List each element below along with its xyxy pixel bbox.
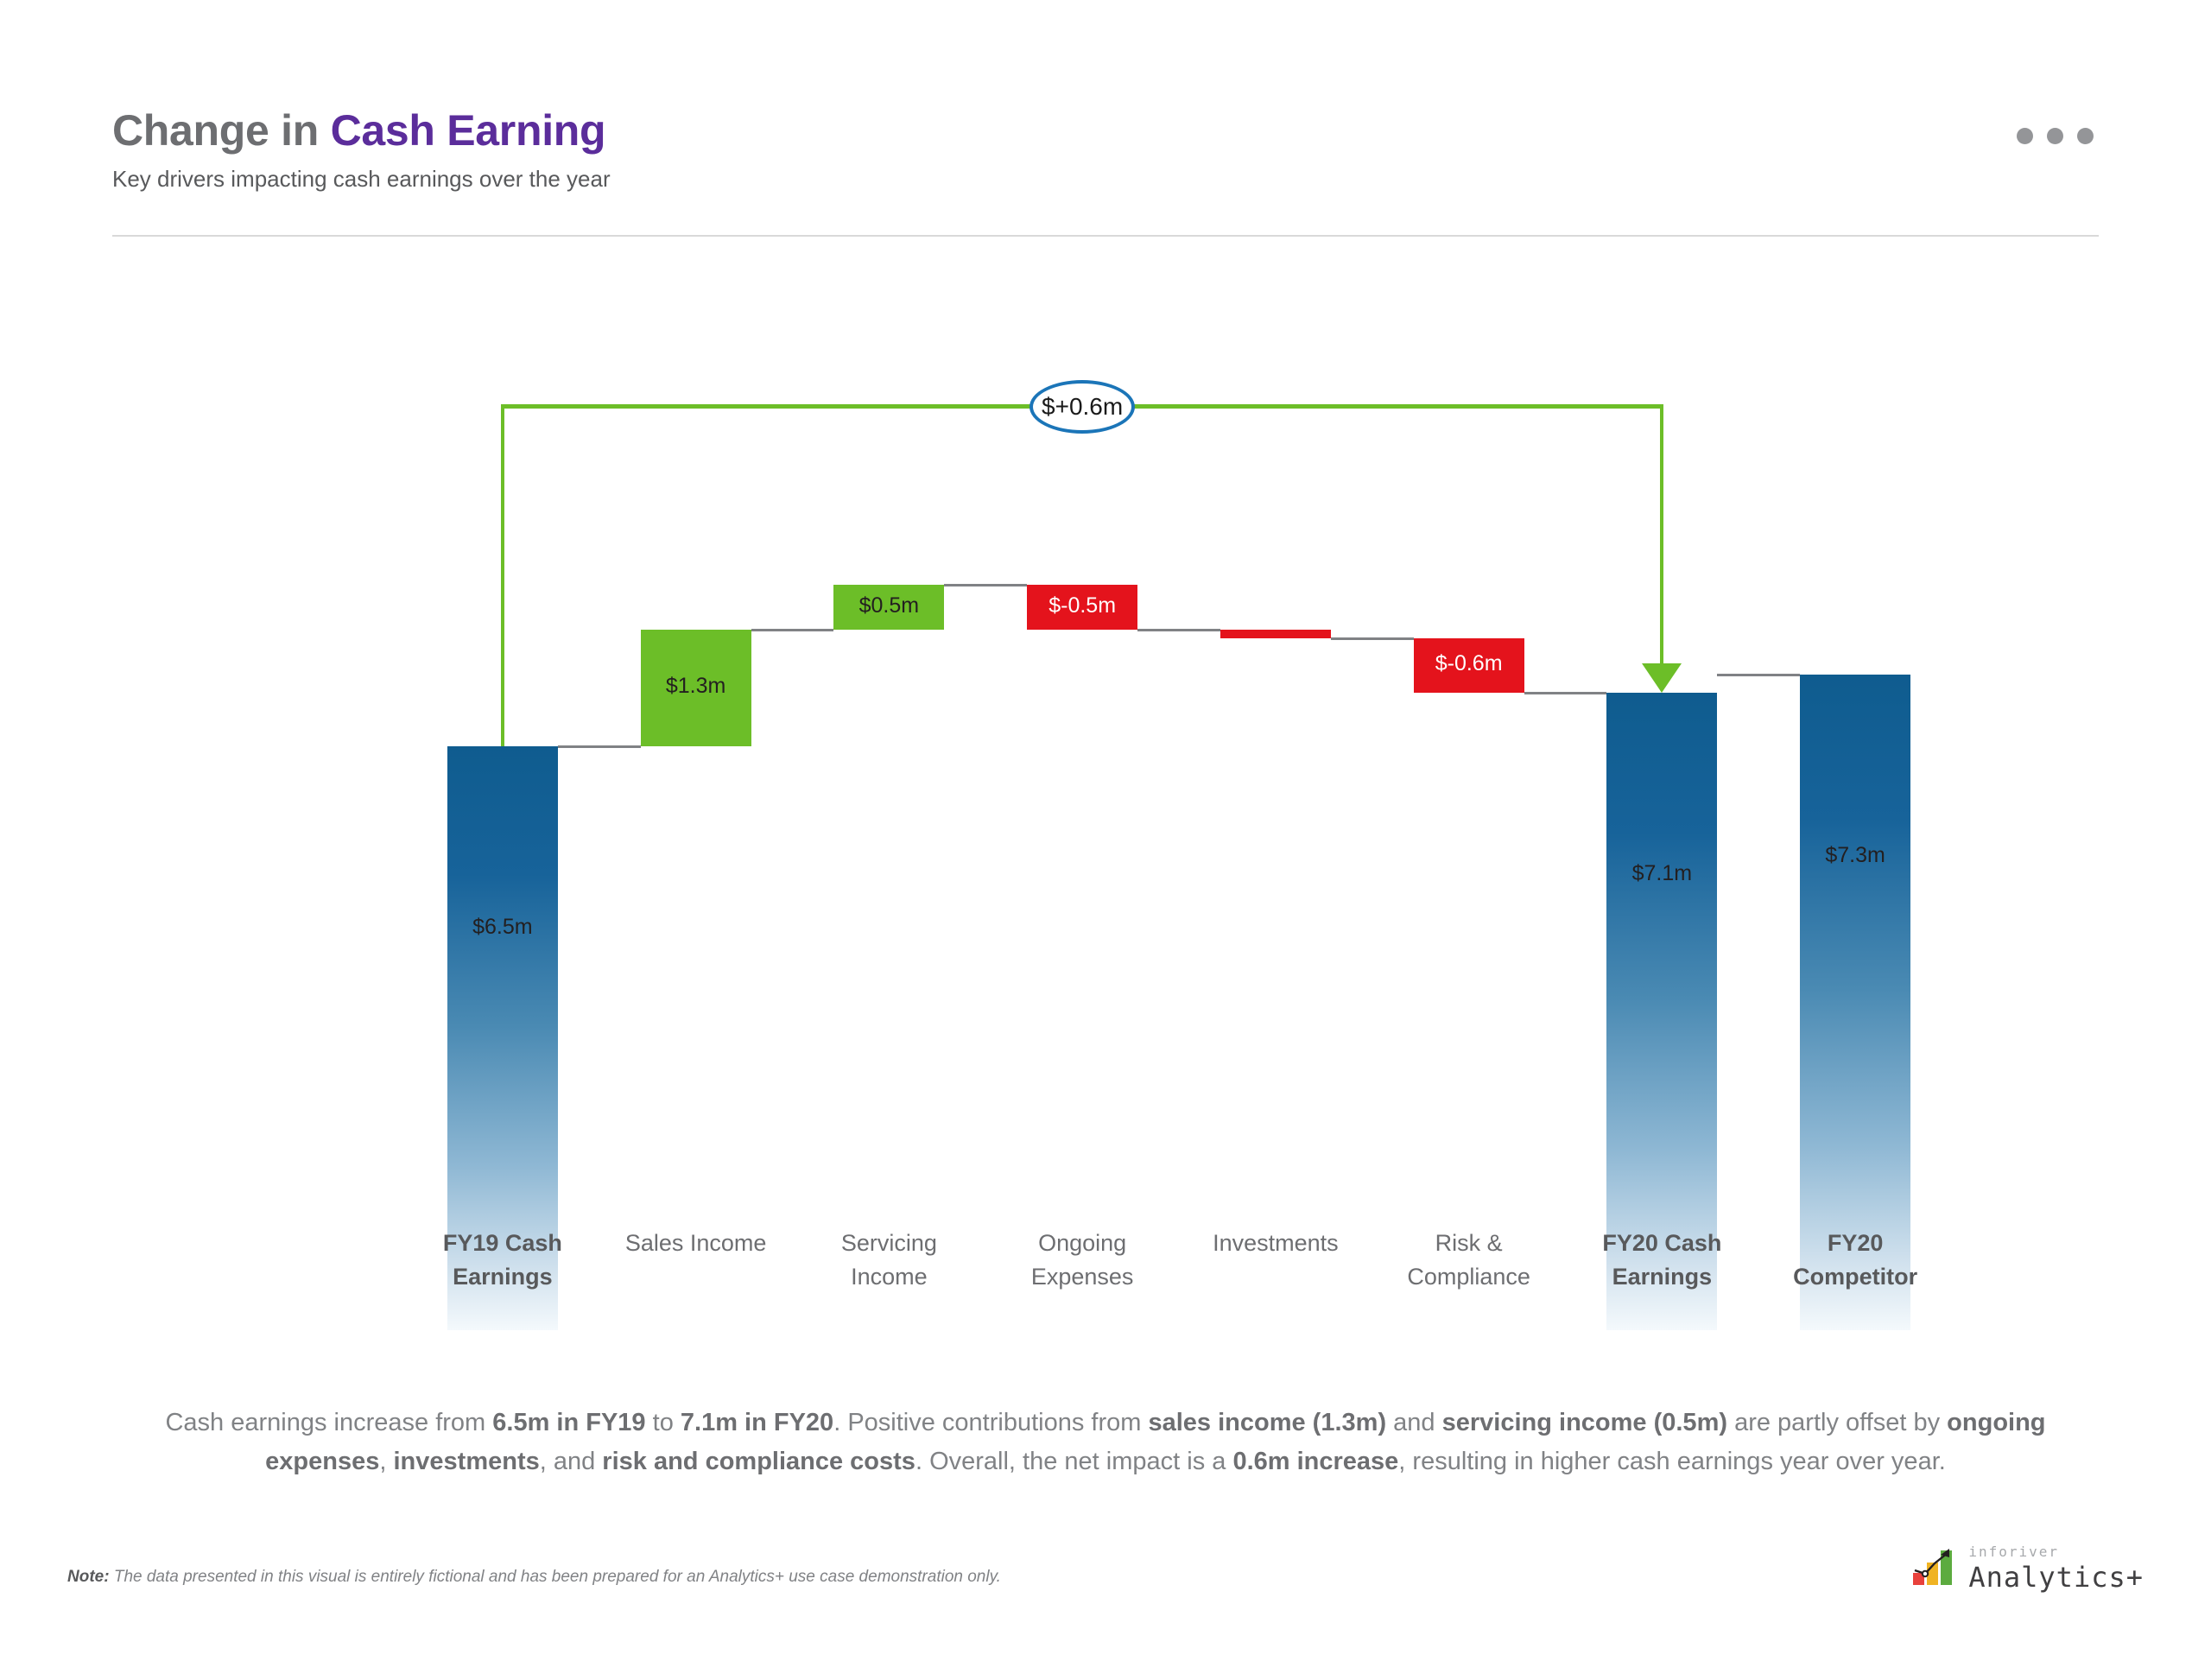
page-title-prefix: Change in bbox=[112, 106, 331, 155]
footnote-text: The data presented in this visual is ent… bbox=[109, 1568, 1001, 1586]
inforiver-chart-logo-icon bbox=[1911, 1544, 1958, 1592]
bar-servicing-income[interactable] bbox=[833, 584, 945, 630]
axis-label-line: Ongoing bbox=[1038, 1230, 1127, 1256]
footnote-lead: Note: bbox=[67, 1568, 110, 1586]
delta-line-right bbox=[1660, 404, 1664, 663]
chart-plot-area: $6.5m $1.3m $0.5m $-0.5m $-0.6m $7.1m $7.3m $+0… bbox=[406, 363, 1952, 1486]
axis-label-line: FY20 Cash bbox=[1602, 1230, 1722, 1256]
bar-investments[interactable] bbox=[1220, 629, 1331, 639]
title-block: Change in Cash Earning Key drivers impac… bbox=[112, 108, 611, 193]
connector-line bbox=[1524, 691, 1607, 694]
bar-ongoing-expenses[interactable] bbox=[1027, 584, 1138, 630]
bar-value-label: $-0.6m bbox=[1435, 651, 1503, 676]
axis-label-line: Risk & bbox=[1435, 1230, 1503, 1256]
dot-2 bbox=[2047, 128, 2063, 144]
axis-label-line: Sales Income bbox=[624, 1230, 767, 1256]
axis-label-line: Earnings bbox=[453, 1264, 553, 1290]
waterfall-chart: $6.5m $1.3m $0.5m $-0.5m $-0.6m $7.1m $7.3m $+0… bbox=[0, 259, 2211, 1365]
header-divider bbox=[112, 235, 2099, 237]
axis-label-line: Expenses bbox=[1030, 1264, 1134, 1290]
axis-label-line: Competitor bbox=[1793, 1264, 1918, 1290]
axis-tick-fy20-cash-earnings[interactable]: FY20 Cash Earnings bbox=[1566, 1227, 1759, 1294]
summary-text-run: . Overall, the net impact is a bbox=[915, 1447, 1233, 1475]
axis-tick-risk-compliance[interactable]: Risk & Compliance bbox=[1372, 1227, 1566, 1294]
axis-label-line: Compliance bbox=[1407, 1264, 1530, 1290]
connector-line bbox=[1330, 637, 1414, 641]
page-title-accent: Cash Earning bbox=[330, 106, 606, 155]
summary-emphasis: expenses bbox=[265, 1447, 380, 1475]
summary-emphasis: 0.6m increase bbox=[1232, 1447, 1399, 1475]
page-header: Change in Cash Earning Key drivers impac… bbox=[0, 0, 2211, 242]
summary-text-run: , and bbox=[539, 1447, 603, 1475]
bar-fy20-cash-earnings[interactable] bbox=[1606, 692, 1718, 1330]
connector-line bbox=[1137, 628, 1220, 631]
page-subtitle: Key drivers impacting cash earnings over… bbox=[112, 165, 611, 192]
summary-text-run: , bbox=[379, 1447, 394, 1475]
summary-emphasis: risk and compliance costs bbox=[602, 1447, 915, 1475]
axis-label-line: Servicing bbox=[840, 1230, 937, 1256]
connector-line bbox=[944, 583, 1028, 586]
axis-tick-investments[interactable]: Investments bbox=[1179, 1227, 1372, 1260]
axis-label-line: FY20 bbox=[1827, 1230, 1884, 1256]
summary-text-run: to bbox=[645, 1409, 681, 1436]
axis-label-line: Earnings bbox=[1612, 1264, 1713, 1290]
connector-line bbox=[751, 628, 834, 631]
summary-emphasis: ongoing bbox=[1947, 1409, 2046, 1436]
bar-risk-compliance[interactable] bbox=[1413, 638, 1524, 693]
delta-line-left bbox=[500, 404, 504, 746]
total-delta-badge: $+0.6m bbox=[1029, 380, 1136, 434]
bar-fy19-cash-earnings[interactable] bbox=[447, 746, 558, 1330]
summary-text: Cash earnings increase from 6.5m in FY19… bbox=[112, 1404, 2099, 1481]
axis-tick-ongoing-expenses[interactable]: Ongoing Expenses bbox=[985, 1227, 1179, 1294]
connector-line bbox=[557, 745, 641, 748]
dot-3 bbox=[2077, 128, 2094, 144]
bar-value-label: $6.5m bbox=[472, 915, 533, 939]
summary-emphasis: sales income (1.3m) bbox=[1148, 1409, 1387, 1436]
footnote: Note: The data presented in this visual … bbox=[67, 1568, 1001, 1587]
axis-label-line: Investments bbox=[1213, 1230, 1339, 1256]
brand-top-label: inforiver bbox=[1968, 1544, 2060, 1560]
bar-value-label: $7.3m bbox=[1825, 842, 1885, 867]
summary-emphasis: 7.1m in FY20 bbox=[680, 1409, 834, 1436]
summary-text-run: . Positive contributions from bbox=[833, 1409, 1149, 1436]
summary-text-run: Cash earnings increase from bbox=[165, 1409, 493, 1436]
bar-value-label: $0.5m bbox=[858, 593, 920, 618]
summary-line-1: Cash earnings increase from 6.5m in FY19… bbox=[112, 1404, 2099, 1442]
axis-label-line: Income bbox=[851, 1264, 928, 1290]
summary-text-run: and bbox=[1386, 1409, 1442, 1436]
summary-emphasis: investments bbox=[393, 1447, 540, 1475]
axis-tick-fy19-cash-earnings[interactable]: FY19 Cash Earnings bbox=[406, 1227, 599, 1294]
brand-text: inforiver Analytics+ bbox=[1968, 1544, 2144, 1594]
brand-logo: inforiver Analytics+ bbox=[1911, 1544, 2144, 1592]
axis-label-line: FY19 Cash bbox=[442, 1230, 562, 1256]
bar-fy20-competitor[interactable] bbox=[1800, 674, 1911, 1330]
category-axis: FY19 Cash Earnings Sales Income Servicing In… bbox=[406, 1227, 1952, 1322]
dot-1 bbox=[2017, 128, 2033, 144]
summary-line-2: expenses, investments, and risk and comp… bbox=[112, 1442, 2099, 1481]
bar-sales-income[interactable] bbox=[640, 629, 751, 746]
summary-text-run: , resulting in higher cash earnings year… bbox=[1398, 1447, 1946, 1475]
axis-tick-servicing-income[interactable]: Servicing Income bbox=[793, 1227, 986, 1294]
connector-line bbox=[1717, 673, 1801, 676]
more-options-dots-icon[interactable] bbox=[2017, 128, 2094, 144]
delta-arrow-icon bbox=[1642, 662, 1682, 693]
bar-value-label: $-0.5m bbox=[1048, 593, 1117, 618]
axis-tick-fy20-competitor[interactable]: FY20 Competitor bbox=[1758, 1227, 1952, 1294]
brand-main-label: Analytics+ bbox=[1968, 1561, 2144, 1594]
page-title: Change in Cash Earning bbox=[112, 108, 611, 154]
summary-text-run: are partly offset by bbox=[1727, 1409, 1948, 1436]
summary-emphasis: 6.5m in FY19 bbox=[492, 1409, 646, 1436]
axis-tick-sales-income[interactable]: Sales Income bbox=[599, 1227, 793, 1260]
bar-value-label: $1.3m bbox=[665, 674, 726, 699]
bar-value-label: $7.1m bbox=[1631, 860, 1693, 885]
summary-emphasis: servicing income (0.5m) bbox=[1441, 1409, 1728, 1436]
